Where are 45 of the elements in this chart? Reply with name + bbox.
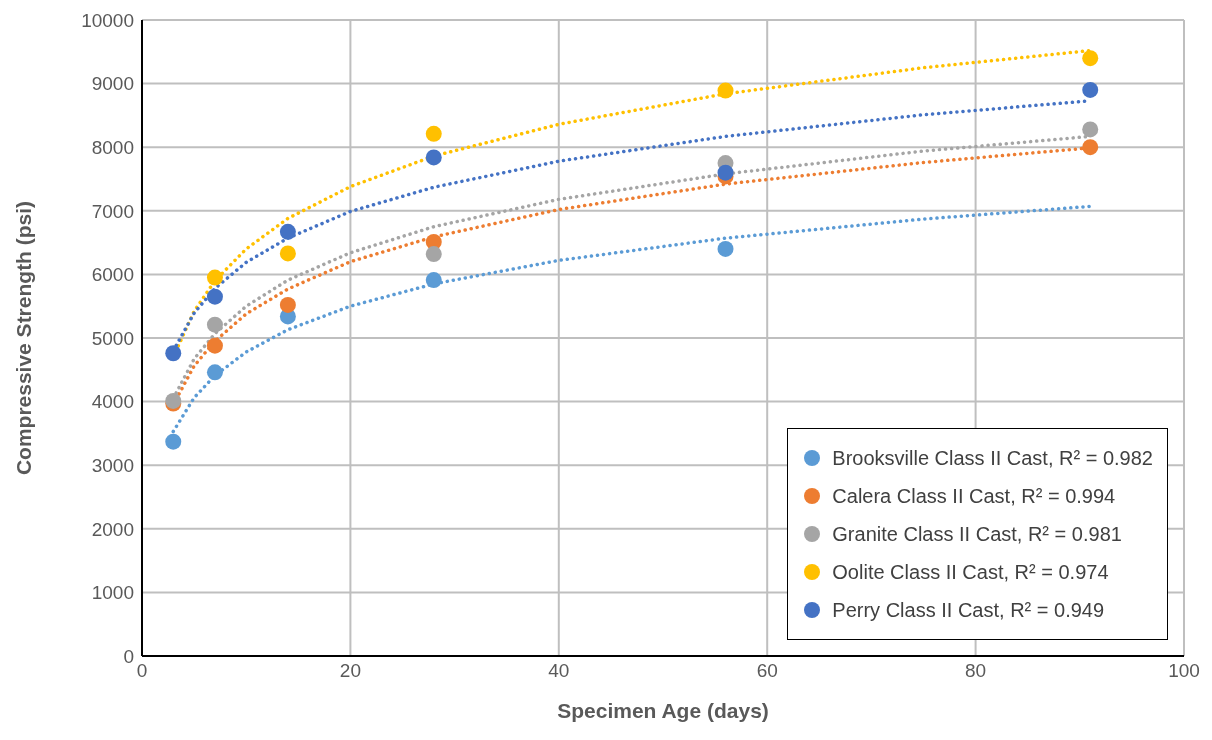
x-axis-title: Specimen Age (days) [557,699,769,722]
x-tick-label: 60 [756,660,778,682]
y-tick-label: 10000 [81,9,134,31]
point [165,345,182,362]
point [165,433,182,450]
point [206,316,223,333]
point [206,269,223,286]
point [717,82,734,99]
point [717,164,734,181]
y-tick-label: 2000 [91,518,134,540]
point [425,272,442,289]
point [1082,81,1099,98]
y-tick-label: 8000 [91,136,134,158]
point [279,223,296,240]
point [206,288,223,305]
y-tick-label: 0 [123,645,134,667]
y-tick-label: 9000 [91,73,134,95]
point [1082,121,1099,138]
point [425,246,442,263]
legend-label: Granite Class II Cast, R² = 0.981 [832,522,1122,546]
point [425,125,442,142]
y-tick-label: 6000 [91,264,134,286]
point [279,296,296,313]
y-tick-label: 1000 [91,582,134,604]
x-tick-label: 80 [965,660,987,682]
point [279,245,296,262]
legend-label: Brooksville Class II Cast, R² = 0.982 [832,446,1153,470]
point [206,337,223,354]
y-tick-label: 5000 [91,327,134,349]
x-tick-label: 100 [1168,660,1200,682]
legend-label: Oolite Class II Cast, R² = 0.974 [832,560,1109,584]
legend-label: Perry Class II Cast, R² = 0.949 [832,598,1105,622]
x-tick-label: 40 [548,660,570,682]
y-axis-title: Compressive Strength (psi) [12,200,36,476]
point [717,240,734,257]
y-tick-label: 3000 [91,454,134,476]
point [1082,50,1099,67]
legend-label: Calera Class II Cast, R² = 0.994 [832,484,1116,508]
x-tick-label: 20 [339,660,361,682]
y-tick-label: 4000 [91,391,134,413]
point [1082,139,1099,156]
point [425,149,442,166]
y-tick-label: 7000 [91,200,134,222]
point [206,364,223,381]
x-tick-label: 0 [136,660,148,682]
